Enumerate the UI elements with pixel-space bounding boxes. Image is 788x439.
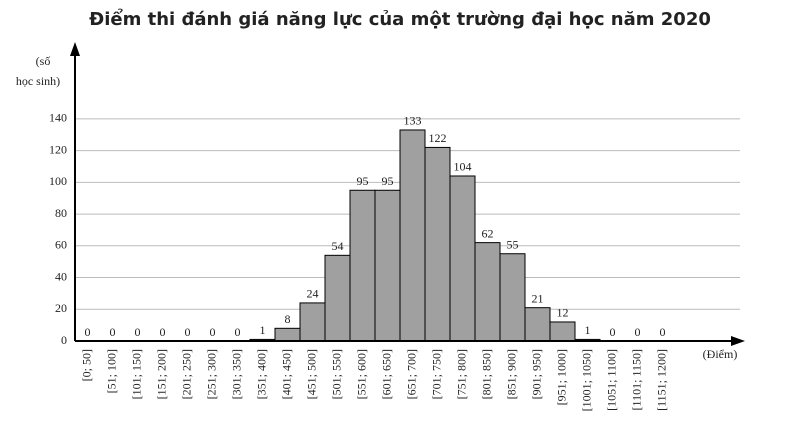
value-label: 0 [210, 325, 216, 339]
value-label: 95 [382, 174, 394, 188]
x-tick-label: [751; 800] [454, 349, 468, 399]
x-tick-label: [801; 850] [479, 349, 493, 399]
x-tick-label: [601; 650] [379, 349, 393, 399]
x-tick-label: [651; 700] [404, 349, 418, 399]
value-label: 0 [185, 325, 191, 339]
y-tick-label: 140 [49, 111, 67, 125]
x-tick-label: [551; 600] [354, 349, 368, 399]
x-tick-label: [901; 950] [529, 349, 543, 399]
value-label: 0 [110, 325, 116, 339]
x-tick-label: [351; 400] [254, 349, 268, 399]
value-label: 12 [557, 306, 569, 320]
bar [299, 302, 326, 342]
x-tick-label: [451; 500] [304, 349, 318, 399]
x-axis-arrow [731, 336, 745, 346]
value-label: 0 [610, 325, 616, 339]
x-tick-label: [201; 250] [179, 349, 193, 399]
bar [549, 321, 576, 342]
y-tick-label: 40 [55, 269, 67, 283]
bar [474, 242, 501, 342]
x-tick-label: [1151; 1200] [654, 349, 668, 411]
value-label: 0 [635, 325, 641, 339]
y-tick-label: 100 [49, 174, 67, 188]
value-label: 0 [235, 325, 241, 339]
x-tick-label: [501; 550] [329, 349, 343, 399]
value-label: 104 [454, 160, 472, 174]
value-label: 1 [260, 323, 266, 337]
value-label: 0 [85, 325, 91, 339]
x-tick-label: [101; 150] [129, 349, 143, 399]
chart-title: Điểm thi đánh giá năng lực của một trườn… [89, 8, 711, 30]
x-tick-label: [1001; 1050] [579, 349, 593, 411]
value-label: 1 [585, 323, 591, 337]
x-axis-label: (Điểm) [703, 347, 738, 361]
bar [449, 175, 476, 342]
x-tick-label: [951; 1000] [554, 349, 568, 405]
x-tick-label: [151; 200] [154, 349, 168, 399]
value-label: 8 [285, 312, 291, 326]
x-tick-label: [401; 450] [279, 349, 293, 399]
bar [399, 129, 426, 342]
value-label: 0 [160, 325, 166, 339]
x-tick-label: [301; 350] [229, 349, 243, 399]
y-axis-label: (số [36, 54, 51, 68]
value-label: 122 [429, 131, 447, 145]
value-label: 21 [532, 291, 544, 305]
value-label: 55 [507, 237, 519, 251]
bar [424, 146, 451, 342]
bar [349, 189, 376, 342]
value-label: 24 [307, 287, 319, 301]
bar [374, 189, 401, 342]
value-label: 0 [660, 325, 666, 339]
value-label: 0 [135, 325, 141, 339]
y-axis-label: học sinh) [16, 74, 60, 88]
x-tick-label: [1101; 1150] [629, 349, 643, 410]
y-tick-label: 120 [49, 142, 67, 156]
x-tick-label: [251; 300] [204, 349, 218, 399]
value-label: 133 [404, 114, 422, 128]
x-tick-label: [851; 900] [504, 349, 518, 399]
y-tick-label: 0 [61, 333, 67, 347]
y-tick-label: 80 [55, 206, 67, 220]
bar [524, 307, 551, 342]
bar [274, 327, 301, 342]
x-tick-label: [51; 100] [104, 349, 118, 393]
value-label: 95 [357, 174, 369, 188]
y-axis-arrow [70, 42, 80, 56]
value-label: 54 [332, 239, 344, 253]
y-tick-label: 20 [55, 301, 67, 315]
bar [499, 253, 526, 342]
value-label: 62 [482, 226, 494, 240]
x-tick-label: [0; 50] [79, 349, 93, 381]
y-tick-label: 60 [55, 238, 67, 252]
x-tick-label: [701; 750] [429, 349, 443, 399]
bar [324, 254, 351, 342]
x-tick-label: [1051; 1100] [604, 349, 618, 411]
